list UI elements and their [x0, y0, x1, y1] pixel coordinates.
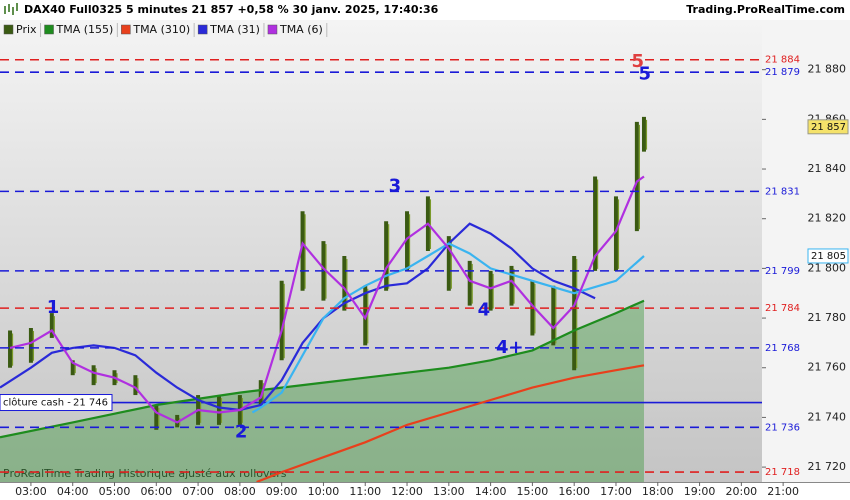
- y-tick-label: 21 740: [808, 410, 847, 423]
- value-box: [807, 119, 849, 135]
- level-label: 21 831: [765, 186, 800, 197]
- legend-label: TMA (155): [56, 23, 114, 36]
- value-box-label: 21 857: [811, 122, 846, 133]
- annotation: 1: [47, 297, 60, 318]
- annotation: 3: [389, 175, 402, 196]
- chart-title: DAX40 Full0325 5 minutes 21 857 +0,58 % …: [24, 3, 439, 16]
- legend-label: TMA (6): [279, 23, 323, 36]
- legend: Prix TMA (155) TMA (310) TMA (31) TMA (6): [3, 23, 328, 37]
- annotation: 4+: [496, 337, 524, 358]
- y-tick-label: 21 800: [808, 261, 847, 274]
- level-label: 21 879: [765, 67, 800, 78]
- x-tick-label: 03:00: [15, 485, 47, 498]
- footer: ProRealTime Trading Historique ajusté au…: [3, 467, 287, 480]
- average-line: [0, 299, 645, 439]
- legend-swatch: [121, 24, 131, 35]
- value-box: [807, 248, 849, 264]
- plot-background: [0, 20, 762, 482]
- x-tick-label: 15:00: [517, 485, 549, 498]
- y-tick-label: 21 820: [808, 212, 847, 225]
- x-tick-label: 12:00: [391, 485, 423, 498]
- x-tick-label: 21:00: [767, 485, 799, 498]
- x-tick-label: 09:00: [266, 485, 298, 498]
- legend-swatch: [197, 24, 208, 35]
- x-tick-label: 20:00: [725, 485, 757, 498]
- close-label-value: 21 746: [73, 398, 108, 409]
- source: Trading.ProRealTime.com: [686, 3, 845, 16]
- average-line: [0, 222, 596, 412]
- level-label: 21 784: [765, 303, 800, 314]
- legend-swatch: [267, 24, 278, 35]
- legend-label: Prix: [16, 23, 37, 36]
- x-tick-label: 11:00: [349, 485, 381, 498]
- y-tick-label: 21 840: [808, 162, 847, 175]
- level-label: 21 799: [765, 266, 800, 277]
- value-box-label: 21 805: [811, 251, 846, 262]
- x-tick-label: 07:00: [182, 485, 214, 498]
- x-tick-label: 13:00: [433, 485, 465, 498]
- annotation: 5: [631, 51, 644, 72]
- y-tick-label: 21 780: [808, 311, 847, 324]
- legend-label: TMA (31): [209, 23, 260, 36]
- annotation: 5: [639, 64, 652, 85]
- level-label: 21 718: [765, 467, 800, 478]
- x-tick-label: 04:00: [57, 485, 89, 498]
- level-label: 21 768: [765, 343, 800, 354]
- x-tick-label: 05:00: [99, 485, 131, 498]
- y-tick-label: 21 760: [808, 361, 847, 374]
- x-tick-label: 10:00: [308, 485, 340, 498]
- x-tick-label: 17:00: [600, 485, 632, 498]
- close-label-text: clôture cash -: [3, 397, 71, 409]
- annotation: 4: [478, 300, 491, 321]
- average-line: [251, 242, 645, 414]
- plot-area: [0, 116, 762, 482]
- y-tick-label: 21 720: [808, 460, 847, 473]
- x-tick-label: 06:00: [140, 485, 172, 498]
- level-label: 21 884: [765, 55, 800, 66]
- level-label: 21 736: [765, 422, 800, 433]
- x-tick-label: 16:00: [558, 485, 590, 498]
- legend-label: TMA (310): [132, 23, 190, 36]
- legend-swatch: [3, 24, 14, 35]
- title-icon: [4, 3, 18, 15]
- average-line: [9, 175, 645, 424]
- average-line: [256, 364, 645, 482]
- x-tick-label: 18:00: [642, 485, 674, 498]
- x-tick-label: 08:00: [224, 485, 256, 498]
- x-tick-label: 14:00: [475, 485, 507, 498]
- annotation: 2: [235, 421, 248, 442]
- x-tick-label: 19:00: [684, 485, 716, 498]
- y-tick-label: 21 880: [808, 63, 847, 76]
- legend-swatch: [44, 24, 54, 35]
- close-label-box: [0, 394, 113, 412]
- average-area: [0, 300, 644, 482]
